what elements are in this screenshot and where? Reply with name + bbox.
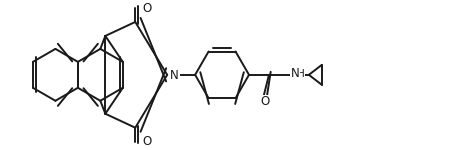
Text: O: O [142, 3, 151, 15]
Text: O: O [142, 135, 151, 148]
Text: N: N [291, 67, 300, 80]
Text: H: H [297, 69, 305, 79]
Text: O: O [260, 95, 270, 108]
Text: N: N [170, 69, 179, 82]
